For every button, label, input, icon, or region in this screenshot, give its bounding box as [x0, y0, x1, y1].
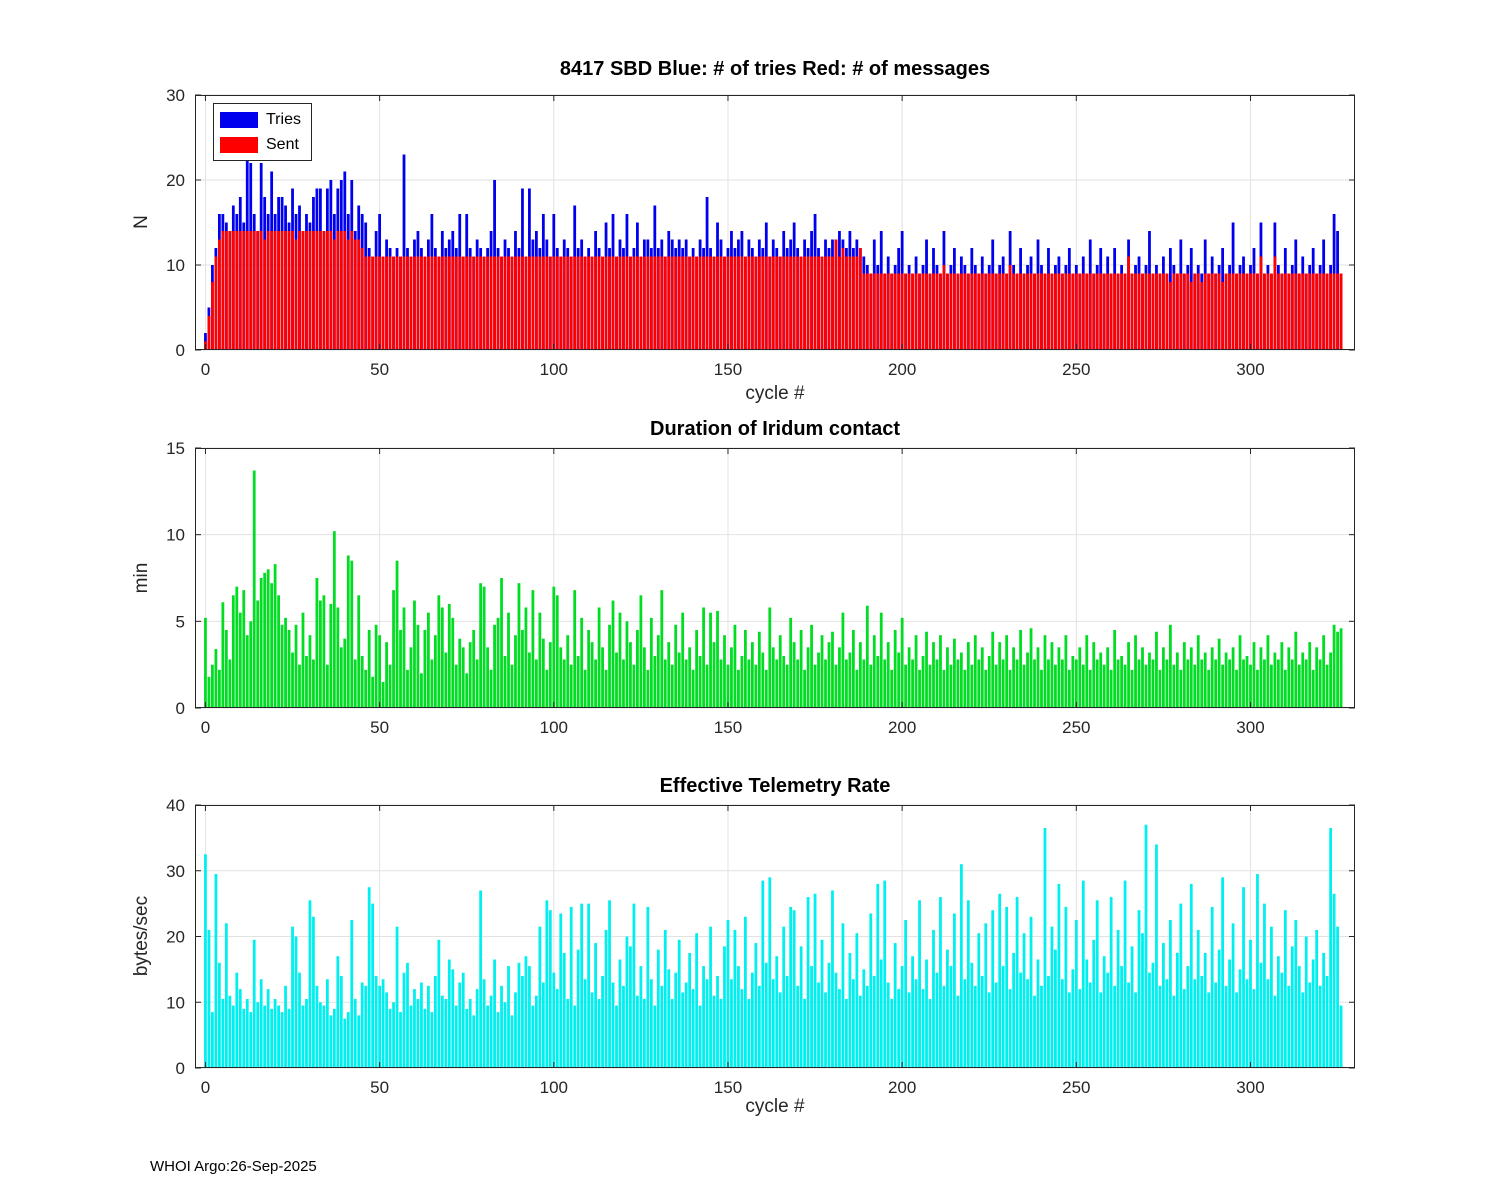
x-tick-label: 200: [888, 360, 916, 379]
legend-label-sent: Sent: [266, 135, 299, 153]
y-tick-label: 10: [166, 526, 185, 545]
plot-area: 0 50 100 150 200 250 300 0 10 20 30: [166, 86, 1355, 379]
plot-area: 0 50 100 150 200 250 300 0 10 20 30 40: [166, 796, 1355, 1097]
x-tick-label: 300: [1236, 360, 1264, 379]
footer-text: WHOI Argo:26-Sep-2025: [150, 1158, 317, 1175]
chart-title: Duration of Iridum contact: [650, 418, 900, 440]
x-axis-label: cycle #: [745, 1096, 805, 1117]
x-tick-label: 300: [1236, 718, 1264, 737]
axes-box: [195, 95, 1355, 350]
x-tick-label: 50: [370, 718, 389, 737]
y-tick-label: 40: [166, 796, 185, 815]
x-tick-label: 50: [370, 360, 389, 379]
bar-series-rate: [204, 824, 1343, 1068]
x-tick-label: 250: [1062, 1078, 1090, 1097]
y-tick-label: 5: [176, 612, 185, 631]
y-axis-label: N: [131, 215, 152, 229]
axes-box: [195, 448, 1355, 708]
y-tick-label: 10: [166, 993, 185, 1012]
x-tick-label: 200: [888, 1078, 916, 1097]
x-tick-label: 250: [1062, 718, 1090, 737]
y-axis-label: min: [131, 562, 152, 594]
bar-series-sent: [204, 231, 1343, 350]
legend-label-tries: Tries: [266, 110, 301, 128]
x-tick-label: 0: [201, 1078, 210, 1097]
x-tick-label: 0: [201, 718, 210, 737]
y-tick-label: 30: [166, 862, 185, 881]
legend-item-sent: Sent: [220, 132, 301, 157]
x-tick-label: 150: [714, 718, 742, 737]
y-tick-label: 30: [166, 86, 185, 105]
x-tick-label: 100: [540, 360, 568, 379]
y-tick-label: 10: [166, 256, 185, 275]
y-tick-label: 20: [166, 171, 185, 190]
x-tick-label: 150: [714, 360, 742, 379]
y-tick-label: 20: [166, 928, 185, 947]
x-tick-label: 150: [714, 1078, 742, 1097]
y-tick-label: 15: [166, 439, 185, 458]
legend-item-tries: Tries: [220, 107, 301, 132]
chart-title: Effective Telemetry Rate: [659, 775, 891, 797]
y-tick-label: 0: [176, 1059, 185, 1078]
x-tick-label: 100: [540, 1078, 568, 1097]
x-tick-label: 50: [370, 1078, 389, 1097]
legend: Tries Sent: [213, 103, 312, 161]
x-axis-label: cycle #: [745, 383, 805, 404]
tries-color-swatch: [220, 111, 258, 128]
y-tick-label: 0: [176, 699, 185, 718]
sent-color-swatch: [220, 136, 258, 153]
x-tick-label: 250: [1062, 360, 1090, 379]
y-tick-label: 0: [176, 341, 185, 360]
plot-area: 0 50 100 150 200 250 300 0 5 10 15: [166, 439, 1355, 737]
x-tick-label: 300: [1236, 1078, 1264, 1097]
bar-series-duration: [204, 470, 1343, 708]
x-tick-label: 100: [540, 718, 568, 737]
chart-title: 8417 SBD Blue: # of tries Red: # of mess…: [559, 58, 991, 80]
x-tick-label: 200: [888, 718, 916, 737]
y-axis-label: bytes/sec: [131, 895, 152, 977]
x-tick-label: 0: [201, 360, 210, 379]
